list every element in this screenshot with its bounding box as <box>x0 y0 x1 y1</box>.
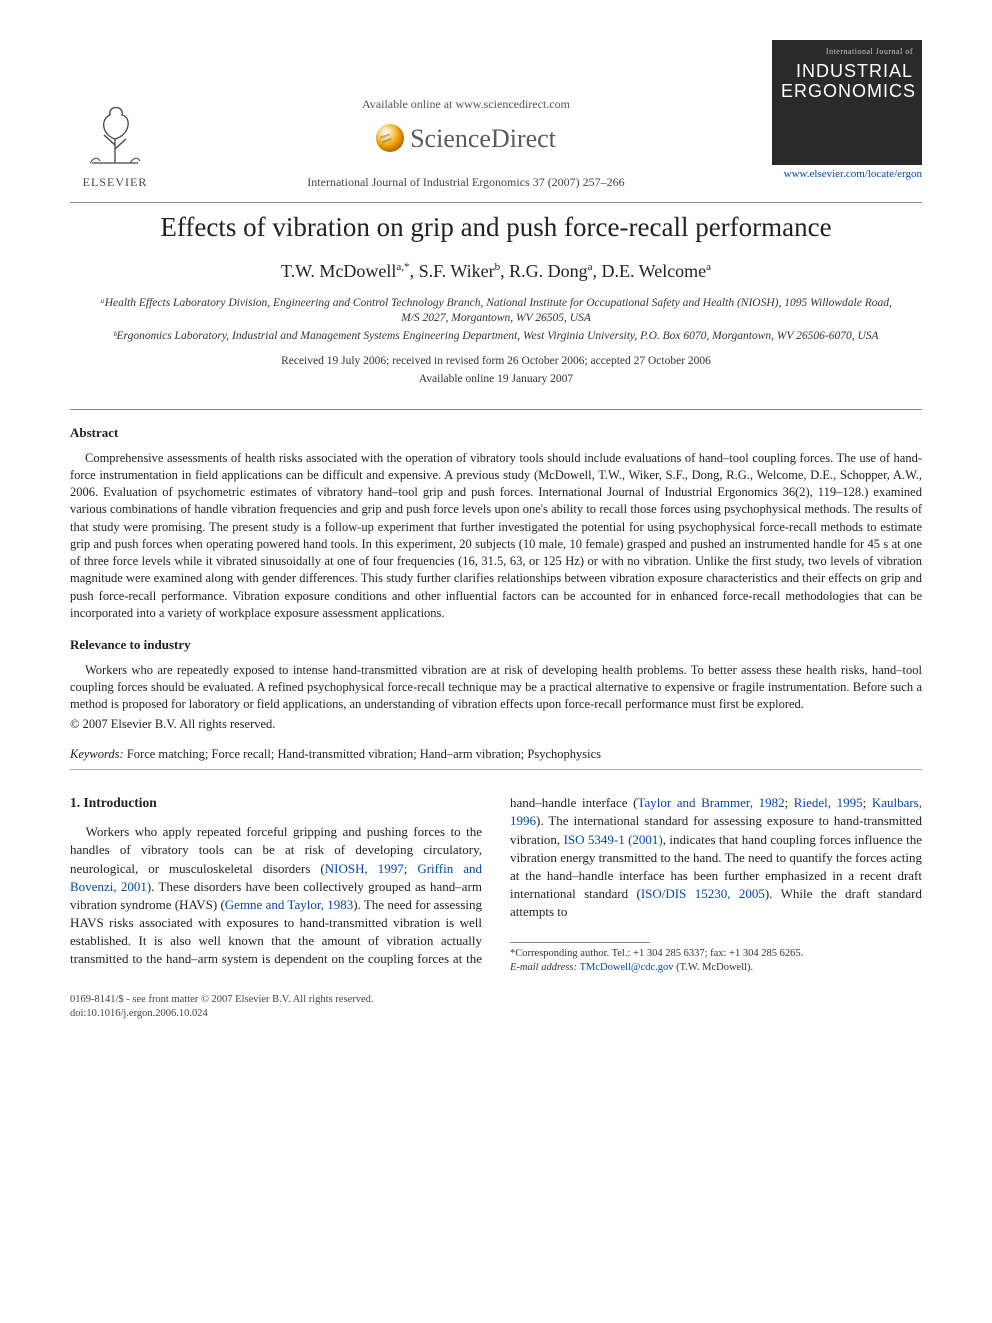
sciencedirect-ball-icon <box>376 124 404 152</box>
online-date: Available online 19 January 2007 <box>70 372 922 388</box>
email-label: E-mail address: <box>510 962 580 973</box>
citation-niosh-1997[interactable]: NIOSH, 1997 <box>325 861 404 876</box>
sciencedirect-center: Available online at www.sciencedirect.co… <box>160 96 772 189</box>
journal-cover-block: International Journal of INDUSTRIAL ERGO… <box>772 40 922 190</box>
footnote-separator <box>510 942 650 943</box>
citation-iso-5349-1-2001[interactable]: ISO 5349-1 (2001) <box>564 832 663 847</box>
journal-subtitle: International Journal of <box>781 47 913 58</box>
citation-riedel-1995[interactable]: Riedel, 1995 <box>794 795 863 810</box>
journal-homepage-link[interactable]: www.elsevier.com/locate/ergon <box>772 167 922 182</box>
corresponding-author-footnote: *Corresponding author. Tel.: +1 304 285 … <box>510 947 922 975</box>
rule-above-abstract <box>70 409 922 410</box>
email-line: E-mail address: TMcDowell@cdc.gov (T.W. … <box>510 961 922 975</box>
sciencedirect-word: ScienceDirect <box>410 121 556 156</box>
affiliation-a: ᵃHealth Effects Laboratory Division, Eng… <box>100 296 892 327</box>
keywords-label: Keywords: <box>70 747 124 761</box>
corr-author-line: *Corresponding author. Tel.: +1 304 285 … <box>510 947 922 961</box>
citation-taylor-brammer-1982[interactable]: Taylor and Brammer, 1982 <box>637 795 784 810</box>
affiliation-b: ᵇErgonomics Laboratory, Industrial and M… <box>100 329 892 345</box>
doi-line: doi:10.1016/j.ergon.2006.10.024 <box>70 1007 922 1021</box>
elsevier-tree-icon <box>82 105 148 165</box>
section-1-heading: 1. Introduction <box>70 794 482 813</box>
available-online-text: Available online at www.sciencedirect.co… <box>160 96 772 112</box>
abstract-text: Comprehensive assessments of health risk… <box>70 450 922 623</box>
received-dates: Received 19 July 2006; received in revis… <box>70 354 922 370</box>
header-bar: ELSEVIER Available online at www.science… <box>70 40 922 203</box>
email-tail: (T.W. McDowell). <box>674 962 754 973</box>
copyright-line: © 2007 Elsevier B.V. All rights reserved… <box>70 716 922 733</box>
email-link[interactable]: TMcDowell@cdc.gov <box>580 962 674 973</box>
issn-line: 0169-8141/$ - see front matter © 2007 El… <box>70 993 922 1007</box>
elsevier-label: ELSEVIER <box>70 174 160 190</box>
elsevier-logo: ELSEVIER <box>70 105 160 190</box>
article-title: Effects of vibration on grip and push fo… <box>70 209 922 245</box>
journal-title-line2: ERGONOMICS <box>781 82 913 102</box>
citation-gemne-taylor-1983[interactable]: Gemne and Taylor, 1983 <box>225 897 353 912</box>
relevance-text: Workers who are repeatedly exposed to in… <box>70 662 922 714</box>
journal-cover: International Journal of INDUSTRIAL ERGO… <box>772 40 922 165</box>
body-columns: 1. Introduction Workers who apply repeat… <box>70 794 922 975</box>
journal-title-line1: INDUSTRIAL <box>781 62 913 82</box>
relevance-heading: Relevance to industry <box>70 636 922 654</box>
authors: T.W. McDowella,*, S.F. Wikerb, R.G. Dong… <box>70 259 922 283</box>
sciencedirect-logo: ScienceDirect <box>160 121 772 156</box>
citation-griffin-bovenzi-2001[interactable]: Griffin and Bovenzi, 2001 <box>70 861 482 894</box>
rule-below-keywords <box>70 769 922 770</box>
citation-iso-dis-15230-2005[interactable]: ISO/DIS 15230, 2005 <box>641 886 765 901</box>
abstract-heading: Abstract <box>70 424 922 442</box>
keywords-text: Force matching; Force recall; Hand-trans… <box>124 747 601 761</box>
keywords-row: Keywords: Force matching; Force recall; … <box>70 746 922 763</box>
journal-citation: International Journal of Industrial Ergo… <box>160 174 772 190</box>
bottom-meta: 0169-8141/$ - see front matter © 2007 El… <box>70 993 922 1021</box>
